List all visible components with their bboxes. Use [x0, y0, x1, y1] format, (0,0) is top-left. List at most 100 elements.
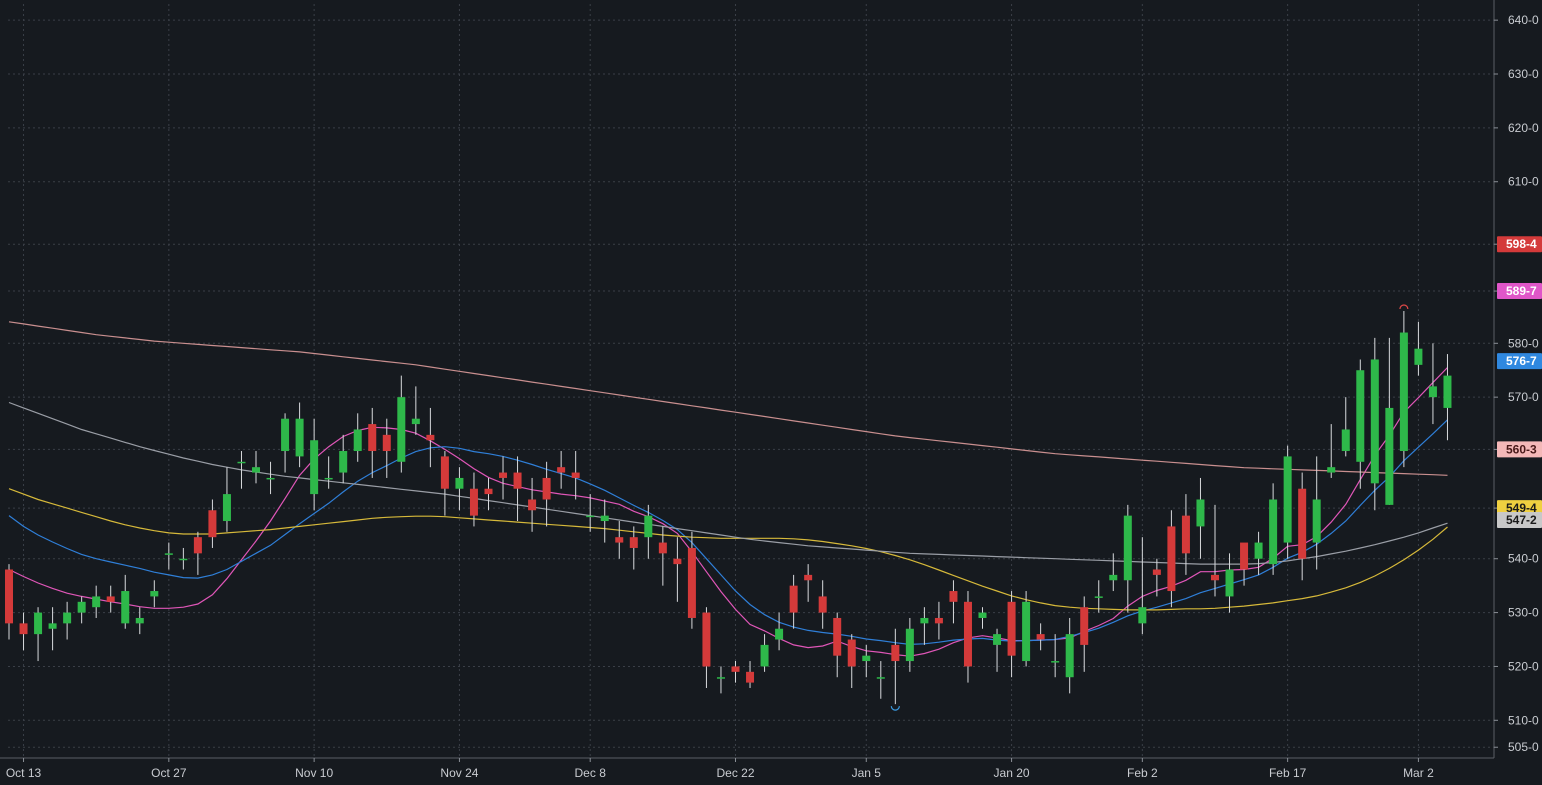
y-tick-label: 640-0	[1508, 13, 1539, 27]
candle-body	[1283, 456, 1292, 543]
candle-body	[5, 569, 13, 624]
candle-body	[833, 617, 842, 656]
candle-body	[484, 488, 493, 495]
y-tick-label: 530-0	[1508, 606, 1539, 620]
candle-body	[121, 591, 130, 624]
candle-body	[63, 612, 72, 624]
candle-body	[600, 515, 609, 522]
candle-body	[324, 477, 333, 480]
candle-body	[339, 451, 348, 473]
candle-body	[1196, 499, 1205, 527]
candle-body	[1152, 569, 1161, 575]
candle-body	[891, 644, 900, 662]
candle-body	[586, 515, 595, 518]
candle-body	[1022, 601, 1031, 662]
x-tick-label: Oct 27	[151, 766, 187, 780]
candle-body	[1356, 370, 1365, 462]
moving-average-line	[8, 419, 1448, 646]
candle-body	[934, 617, 943, 624]
x-tick-label: Feb 2	[1127, 766, 1158, 780]
x-tick-label: Jan 20	[994, 766, 1030, 780]
candle-body	[542, 477, 551, 500]
y-tick-label: 540-0	[1508, 552, 1539, 566]
candle-body	[1240, 542, 1249, 570]
candle-body	[1414, 348, 1423, 365]
candle-body	[179, 558, 188, 561]
price-label-text: 576-7	[1506, 354, 1537, 368]
candle-body	[615, 537, 624, 543]
x-tick-label: Mar 2	[1403, 766, 1434, 780]
candle-body	[135, 617, 144, 624]
candle-body	[469, 488, 478, 516]
price-label-box	[1497, 236, 1542, 253]
candle-body	[1007, 601, 1016, 656]
candle-body	[658, 542, 667, 554]
y-tick-label: 520-0	[1508, 659, 1539, 673]
candle-body	[746, 671, 755, 683]
candle-body	[993, 634, 1002, 645]
candle-body	[1036, 634, 1045, 640]
candle-body	[106, 596, 115, 602]
price-label-box	[1497, 441, 1542, 458]
candle-body	[687, 547, 696, 618]
candle-body	[557, 467, 566, 473]
candle-body	[1123, 515, 1132, 581]
candle-body	[19, 623, 28, 635]
candle-body	[1225, 569, 1234, 597]
candle-body	[382, 434, 391, 452]
candle-body	[905, 628, 914, 662]
candle-body	[77, 601, 86, 613]
x-tick-label: Nov 24	[440, 766, 478, 780]
price-label-text: 549-4	[1506, 501, 1537, 515]
candle-body	[1269, 499, 1278, 565]
y-tick-label: 610-0	[1508, 175, 1539, 189]
candle-body	[397, 397, 406, 462]
gridlines	[8, 4, 1494, 758]
x-tick-label: Dec 8	[575, 766, 607, 780]
moving-average-line	[8, 488, 1448, 611]
candle-body	[237, 461, 246, 464]
low-marker	[890, 706, 900, 711]
y-tick-label: 620-0	[1508, 121, 1539, 135]
candle-body	[1443, 375, 1452, 408]
candle-body	[222, 494, 231, 522]
y-tick-label: 505-0	[1508, 740, 1539, 754]
moving-averages	[8, 321, 1448, 657]
candle-body	[252, 467, 261, 473]
candle-body	[1065, 634, 1074, 678]
candle-body	[862, 655, 871, 662]
price-label-box	[1497, 511, 1542, 528]
candle-body	[266, 477, 275, 480]
candle-body	[368, 424, 377, 452]
y-tick-label: 580-0	[1508, 336, 1539, 350]
candle-body	[1327, 467, 1336, 473]
x-tick-label: Feb 17	[1269, 766, 1307, 780]
candle-body	[1181, 515, 1190, 554]
candle-body	[789, 585, 798, 613]
moving-average-line	[8, 321, 1448, 476]
price-label-text: 589-7	[1506, 284, 1537, 298]
moving-average-line	[8, 401, 1448, 565]
x-tick-label: Nov 10	[295, 766, 333, 780]
candle-body	[455, 477, 464, 489]
candle-body	[731, 666, 740, 672]
candle-body	[1254, 542, 1263, 559]
candle-body	[295, 418, 304, 457]
candle-body	[1312, 499, 1321, 543]
x-tick-label: Jan 5	[852, 766, 882, 780]
candle-body	[963, 601, 972, 667]
candle-body	[1370, 359, 1379, 484]
candle-body	[426, 434, 435, 441]
candle-body	[1080, 607, 1089, 645]
candle-body	[1138, 607, 1147, 624]
candle-body	[150, 591, 159, 597]
price-label-box	[1497, 353, 1542, 370]
candle-body	[775, 628, 784, 640]
candle-body	[571, 472, 580, 478]
candle-body	[1051, 661, 1060, 663]
y-tick-label: 510-0	[1508, 713, 1539, 727]
candle-body	[1428, 386, 1437, 398]
